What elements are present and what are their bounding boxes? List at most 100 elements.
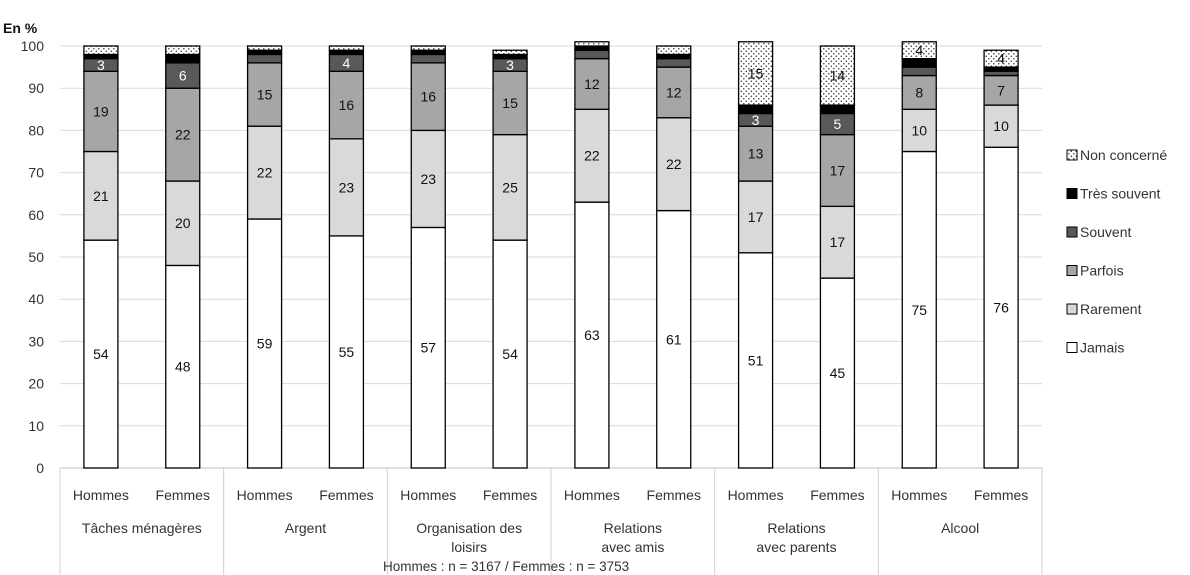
- y-tick-label: 30: [28, 333, 44, 349]
- data-label: 4: [915, 42, 923, 58]
- legend-label: Souvent: [1080, 224, 1131, 240]
- data-label: 15: [257, 87, 273, 103]
- y-tick-label: 40: [28, 291, 44, 307]
- legend-label: Très souvent: [1080, 186, 1161, 202]
- bar-segment-non-concerne: [246, 45, 283, 51]
- data-label: 12: [584, 76, 600, 92]
- bar-segment-jamais: [410, 226, 446, 469]
- bar-segment-non-concerne: [901, 41, 937, 60]
- bar-segment-jamais: [492, 239, 528, 469]
- x-tick-label: Femmes: [647, 487, 701, 503]
- y-axis-title: En %: [3, 20, 38, 36]
- bar-segment-tres-souvent: [165, 53, 201, 64]
- bar-segment-jamais: [901, 150, 937, 469]
- bar-segment-souvent: [656, 58, 692, 68]
- x-tick-label: Femmes: [810, 487, 864, 503]
- data-label: 23: [339, 179, 355, 195]
- bar-segment-souvent: [410, 53, 446, 64]
- bar-segment-souvent: [901, 66, 937, 77]
- y-axis: 0 10 20 30 40 50 60 70 80 90 100: [21, 38, 45, 476]
- data-label: 15: [748, 65, 764, 81]
- group-label: Relations: [767, 520, 825, 536]
- bar-segment-rarement: [901, 108, 937, 153]
- data-label: 61: [666, 331, 682, 347]
- group-label: loisirs: [451, 539, 487, 555]
- data-label: 20: [175, 215, 191, 231]
- data-label: 4: [997, 51, 1005, 67]
- data-label: 17: [830, 234, 846, 250]
- bar-segment-rarement: [819, 205, 856, 279]
- bar-segment-tres-souvent: [819, 104, 856, 115]
- data-label: 4: [343, 55, 351, 71]
- bar-segment-jamais: [246, 218, 283, 469]
- bar-segment-parfois: [983, 74, 1019, 106]
- data-label: 76: [993, 300, 1009, 316]
- bar-segment-parfois: [328, 70, 365, 140]
- data-label: 16: [339, 97, 355, 113]
- y-tick-label: 80: [28, 122, 44, 138]
- data-label: 16: [420, 89, 436, 105]
- bar-segment-jamais: [737, 252, 774, 469]
- y-tick-label: 90: [28, 80, 44, 96]
- y-tick-label: 60: [28, 207, 44, 223]
- bar-segment-parfois: [410, 62, 446, 132]
- data-label: 13: [748, 146, 764, 162]
- data-label: 54: [93, 346, 109, 362]
- x-tick-label: Hommes: [400, 487, 456, 503]
- bars: 5421193482022659221555231645723165425153…: [83, 41, 1019, 469]
- y-tick-label: 20: [28, 376, 44, 392]
- bar-segment-jamais: [574, 201, 610, 469]
- bar-segment-parfois: [492, 70, 528, 136]
- bar-segment-non-concerne: [165, 45, 201, 56]
- x-tick-label: Hommes: [728, 487, 784, 503]
- bar-segment-jamais: [83, 239, 119, 469]
- data-label: 22: [666, 156, 682, 172]
- bar-segment-jamais: [819, 277, 856, 469]
- sample-size-note: Hommes : n = 3167 / Femmes : n = 3753: [383, 559, 629, 574]
- data-label: 3: [506, 57, 514, 73]
- data-label: 21: [93, 188, 109, 204]
- legend-label: Rarement: [1080, 301, 1142, 317]
- data-label: 22: [584, 148, 600, 164]
- x-tick-label: Femmes: [156, 487, 210, 503]
- bar-segment-rarement: [410, 129, 446, 229]
- bar-segment-parfois: [83, 70, 119, 153]
- bar-segment-souvent: [246, 53, 283, 64]
- data-label: 22: [175, 127, 191, 143]
- legend-swatch: [1066, 149, 1078, 161]
- data-label: 22: [257, 165, 273, 181]
- bar-segment-rarement: [165, 180, 201, 267]
- legend-swatch: [1066, 342, 1078, 353]
- bar-segment-rarement: [574, 108, 610, 203]
- data-label: 23: [420, 171, 436, 187]
- bar-segment-souvent: [165, 62, 201, 89]
- group-label: Tâches ménagères: [82, 520, 202, 536]
- x-tick-label: Femmes: [974, 487, 1028, 503]
- data-label: 14: [830, 68, 846, 84]
- bar-segment-non-concerne: [410, 45, 446, 51]
- bar-segment-parfois: [819, 133, 856, 208]
- data-label: 15: [502, 95, 518, 111]
- data-label: 55: [339, 344, 355, 360]
- data-label: 12: [666, 84, 682, 100]
- bar-segment-parfois: [901, 74, 937, 110]
- bar-segment-non-concerne: [656, 45, 692, 56]
- data-label: 19: [93, 103, 109, 119]
- data-label: 6: [179, 68, 187, 84]
- data-label: 48: [175, 359, 191, 375]
- data-label: 17: [748, 209, 764, 225]
- data-label: 3: [752, 112, 760, 128]
- data-label: 10: [993, 118, 1009, 134]
- data-label: 45: [830, 365, 846, 381]
- x-tick-label: Hommes: [237, 487, 293, 503]
- group-label: avec parents: [756, 539, 836, 555]
- bar-segment-parfois: [246, 62, 283, 127]
- x-tick-label: Femmes: [319, 487, 373, 503]
- legend-label: Jamais: [1080, 340, 1124, 356]
- y-tick-label: 0: [36, 460, 44, 476]
- y-tick-label: 100: [21, 38, 45, 54]
- data-label: 25: [502, 179, 518, 195]
- legend-swatch: [1066, 303, 1078, 315]
- data-label: 63: [584, 327, 600, 343]
